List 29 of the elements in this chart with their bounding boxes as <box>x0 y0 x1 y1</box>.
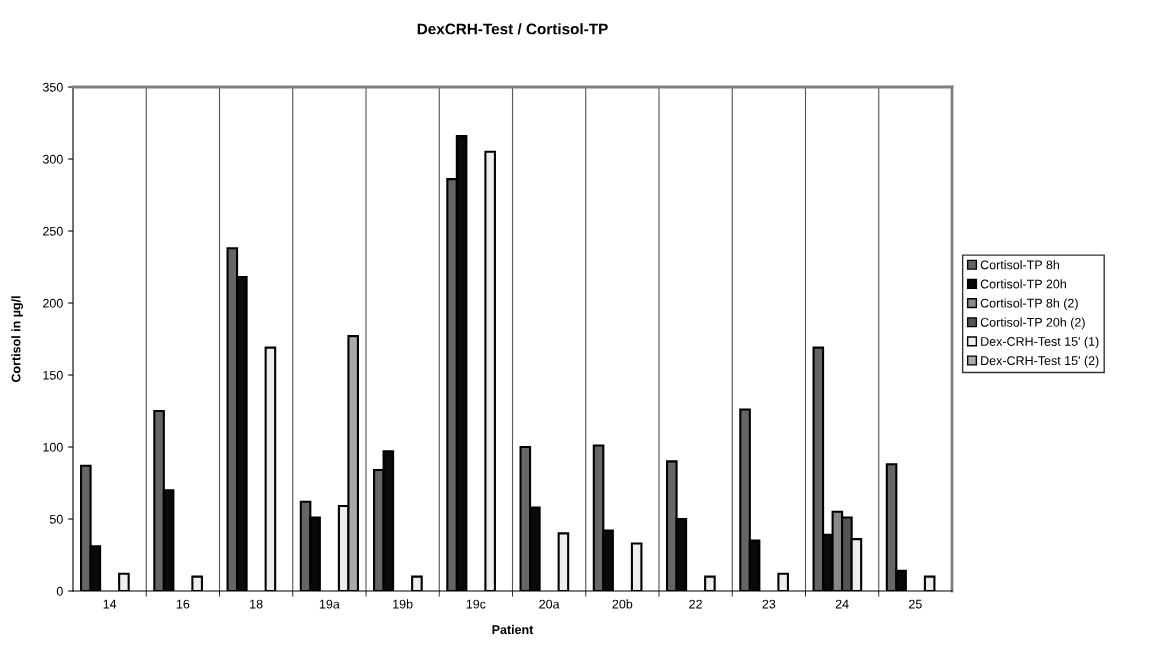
x-tick-label: 20a <box>539 599 560 609</box>
chart-title: DexCRH-Test / Cortisol-TP <box>417 23 608 35</box>
y-tick-label: 150 <box>43 370 63 380</box>
y-axis-title: Cortisol in µg/l <box>11 296 23 383</box>
x-tick-label: 19a <box>319 599 340 609</box>
legend-label: Cortisol-TP 20h (2) <box>980 317 1085 330</box>
y-tick-label: 200 <box>43 298 63 308</box>
y-tick-label: 100 <box>43 442 63 452</box>
x-tick-label: 22 <box>689 599 702 609</box>
legend-label: Cortisol-TP 8h (2) <box>980 298 1078 311</box>
y-tick-label: 0 <box>56 586 63 596</box>
legend-label: Dex-CRH-Test 15' (2) <box>981 355 1099 368</box>
x-tick-label: 18 <box>250 599 263 609</box>
legend-label: Dex-CRH-Test 15' (1) <box>981 336 1099 349</box>
y-tick-label: 250 <box>43 226 63 236</box>
y-tick-label: 300 <box>42 154 63 164</box>
x-tick-label: 23 <box>762 599 776 609</box>
x-tick-label: 20b <box>612 599 633 609</box>
x-tick-label: 19c <box>466 599 486 609</box>
x-tick-label: 14 <box>103 599 117 609</box>
legend-label: Cortisol-TP 8h <box>980 260 1059 270</box>
y-tick-label: 50 <box>49 514 63 524</box>
y-tick-label: 350 <box>42 82 63 92</box>
x-tick-label: 25 <box>909 599 922 609</box>
legend-label: Cortisol-TP 20h <box>980 279 1066 289</box>
x-tick-label: 19b <box>393 599 413 609</box>
x-tick-label: 16 <box>176 599 190 609</box>
x-axis-title: Patient <box>492 624 534 635</box>
x-tick-label: 24 <box>835 599 849 609</box>
